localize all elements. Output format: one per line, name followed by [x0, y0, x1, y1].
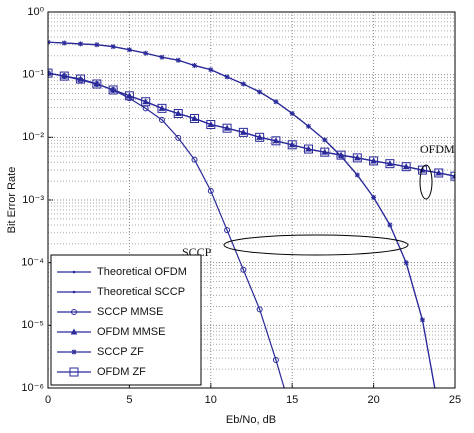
y-tick-label: 10⁰ — [27, 6, 44, 18]
marker — [289, 111, 295, 117]
marker — [192, 63, 198, 69]
marker — [207, 187, 214, 194]
marker — [450, 171, 455, 181]
marker — [208, 67, 214, 73]
marker — [417, 165, 427, 175]
marker — [436, 407, 441, 412]
marker — [369, 156, 379, 166]
marker — [72, 270, 76, 274]
y-tick-label: 10⁻⁵ — [21, 319, 44, 331]
marker — [387, 222, 393, 228]
marker — [434, 168, 444, 178]
marker — [157, 103, 167, 113]
marker — [338, 153, 344, 159]
marker — [240, 266, 247, 273]
marker — [222, 123, 232, 133]
marker — [48, 68, 53, 78]
legend-label: SCCP ZF — [97, 346, 144, 358]
marker — [71, 349, 77, 355]
marker — [224, 74, 230, 80]
y-tick-label: 10⁻³ — [22, 194, 44, 206]
marker — [175, 134, 182, 141]
plot-frame — [47, 11, 456, 389]
x-tick-label: 10 — [205, 394, 217, 406]
marker — [158, 116, 165, 123]
marker — [224, 227, 231, 234]
marker — [401, 162, 411, 172]
marker — [271, 136, 281, 146]
marker — [59, 71, 69, 81]
marker — [61, 40, 67, 46]
marker — [94, 42, 100, 48]
x-tick-label: 25 — [449, 394, 461, 406]
marker — [110, 44, 116, 50]
marker — [320, 147, 330, 157]
x-tick-label: 5 — [126, 394, 132, 406]
y-tick-label: 10⁻¹ — [22, 69, 44, 81]
marker — [257, 89, 263, 95]
marker — [124, 91, 134, 101]
legend-label: Theoretical SCCP — [97, 286, 185, 298]
annotation: OFDM — [420, 142, 455, 156]
annotation-ellipse — [419, 164, 433, 200]
marker — [175, 57, 181, 63]
y-tick-label: 10⁻² — [22, 131, 44, 143]
marker — [173, 109, 183, 119]
legend-box — [50, 254, 202, 386]
marker — [76, 74, 86, 84]
marker — [240, 81, 246, 87]
marker — [354, 172, 360, 178]
marker — [303, 144, 313, 154]
marker — [190, 113, 200, 123]
marker — [206, 120, 216, 130]
marker — [385, 159, 395, 169]
marker — [108, 85, 118, 95]
marker — [256, 306, 263, 313]
y-tick-label: 10⁻⁶ — [21, 382, 44, 394]
marker — [322, 137, 328, 143]
marker — [272, 356, 279, 363]
marker — [290, 413, 295, 418]
marker — [143, 50, 149, 56]
legend-label: OFDM ZF — [97, 366, 146, 378]
y-tick-label: 10⁻⁴ — [21, 257, 44, 269]
marker — [71, 309, 77, 315]
marker — [255, 132, 265, 142]
marker — [371, 194, 377, 200]
marker — [159, 54, 165, 60]
x-axis-label: Eb/No, dB — [226, 414, 276, 426]
marker — [287, 140, 297, 150]
x-tick-label: 15 — [286, 394, 298, 406]
series-line — [48, 72, 455, 177]
marker — [72, 290, 76, 294]
x-tick-label: 20 — [367, 394, 379, 406]
marker — [437, 408, 440, 411]
marker — [305, 123, 311, 129]
marker — [336, 150, 346, 160]
marker — [126, 47, 132, 53]
marker — [419, 317, 425, 323]
marker — [191, 156, 198, 163]
marker — [70, 328, 78, 335]
marker — [352, 153, 362, 163]
marker — [78, 41, 84, 47]
legend-label: OFDM MMSE — [97, 326, 165, 338]
marker — [403, 260, 409, 266]
marker — [141, 97, 151, 107]
marker — [238, 127, 248, 137]
annotation-ellipse — [223, 234, 409, 256]
marker — [69, 367, 79, 377]
y-axis-label: Bit Error Rate — [6, 167, 18, 234]
marker — [273, 99, 279, 105]
x-tick-label: 0 — [45, 394, 51, 406]
marker — [92, 79, 102, 89]
legend-label: SCCP MMSE — [97, 306, 163, 318]
legend-label: Theoretical OFDM — [97, 266, 187, 278]
